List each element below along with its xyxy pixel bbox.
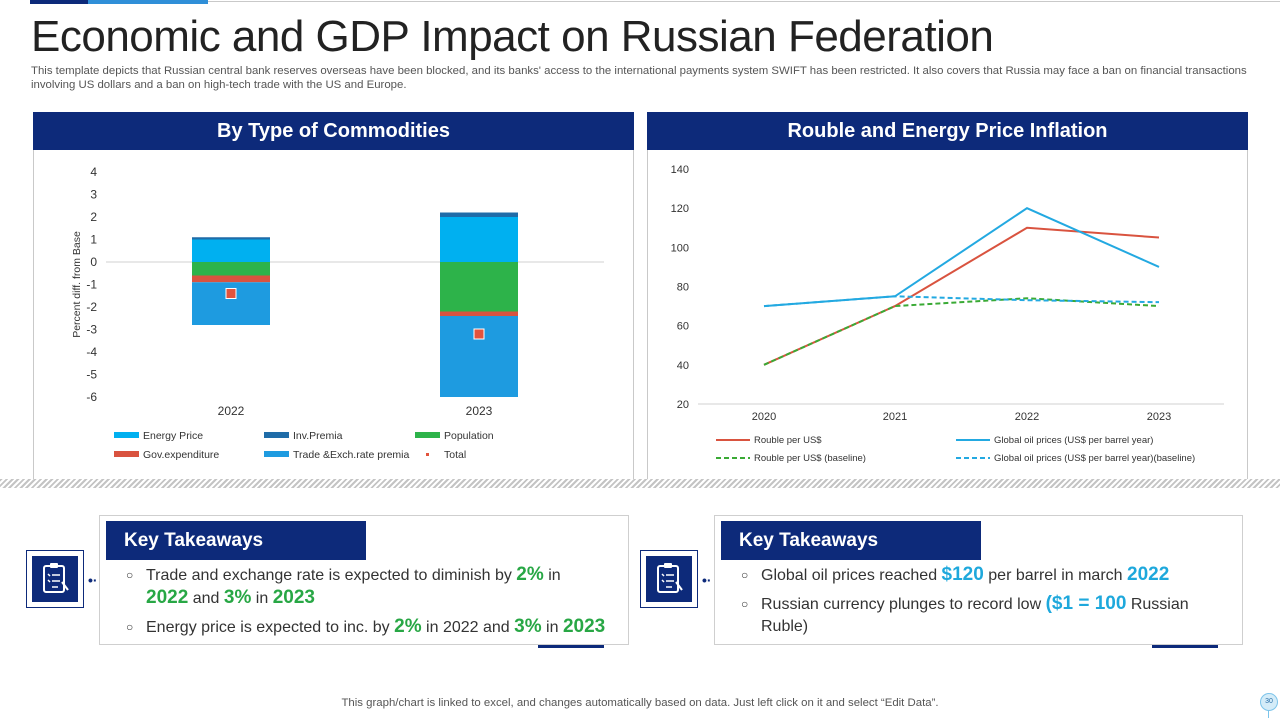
y-tick-label: -1 [86,278,97,292]
y-tick-label: 120 [671,203,689,215]
legend-swatch [264,451,289,457]
x-tick-label: 2023 [1147,411,1171,423]
takeaways-card-right: Key Takeaways Global oil prices reached … [714,515,1243,648]
legend-swatch [264,432,289,438]
legend-swatch [114,451,139,457]
series-line-rouble-per-us-baseline- [763,297,1160,366]
x-tick-label: 2020 [752,411,776,423]
y-tick-label: 40 [677,360,689,372]
y-tick-label: 3 [90,188,97,202]
series-line-rouble-per-us- [763,226,1160,366]
takeaways-right-header: Key Takeaways [721,521,981,560]
commodities-panel: By Type of Commodities 4 3 2 1 0 -1 -2 -3 -4 -5 -6… [33,112,634,480]
x-tick-label: 2022 [1015,411,1039,423]
legend-swatch [415,432,440,438]
legend-label: Rouble per US$ [754,435,822,446]
page-title: Economic and GDP Impact on Russian Feder… [31,12,994,61]
y-tick-label: 1 [90,233,97,247]
bar-segment-gov-expenditure-2023 [440,311,518,316]
legend-label: Total [444,449,466,461]
bar-segment-energy-price-2023 [440,217,518,262]
y-tick-label: -3 [86,323,97,337]
legend-label: Rouble per US$ (baseline) [754,453,866,464]
clipboard-checklist-icon [26,550,84,608]
legend-label: Energy Price [143,430,203,442]
y-axis-label: Percent diff. from Base [71,231,83,338]
y-tick-label: 140 [671,164,689,176]
bar-segment-trade-exch-rate-premia-2023 [440,316,518,397]
footer-note: This graph/chart is linked to excel, and… [341,697,939,709]
commodities-bar-chart[interactable]: 4 3 2 1 0 -1 -2 -3 -4 -5 -6 Percent diff. from Base… [34,150,633,479]
takeaway-right-2: Russian currency plunges to record low (… [741,593,1232,638]
total-marker-2022 [225,288,237,299]
connector-dot: •· [702,572,712,588]
legend-label: Trade &Exch.rate premia [293,449,409,461]
bar-segment-gov-expenditure-2022 [192,275,270,283]
takeaway-left-2: Energy price is expected to inc. by 2% i… [126,616,618,639]
page-number: 30 [1260,693,1278,711]
legend-label: Population [444,430,494,442]
y-tick-label: 0 [90,255,97,269]
connector-dot: •· [88,572,98,588]
legend-label: Global oil prices (US$ per barrel year) [994,435,1153,446]
page-subtitle: This template depicts that Russian centr… [31,65,1247,91]
takeaways-left-header: Key Takeaways [106,521,366,560]
x-tick-label: 2023 [466,404,493,418]
card-accent-right [1152,645,1218,648]
bar-segment-inv-premia-2023 [440,212,518,217]
y-tick-label: 100 [671,242,689,254]
legend-label: Gov.expenditure [143,449,219,461]
total-marker-2023 [473,328,485,340]
x-tick-label: 2021 [883,411,907,423]
commodities-panel-header: By Type of Commodities [33,112,634,150]
bar-segment-population-2023 [440,262,518,312]
y-tick-label: 60 [677,321,689,333]
bar-segment-energy-price-2022 [192,239,270,262]
hatched-divider [0,479,1280,488]
y-tick-label: 80 [677,282,689,294]
y-tick-label: 20 [677,399,689,411]
y-tick-label: 4 [90,165,97,179]
y-tick-label: -4 [86,345,97,359]
x-tick-label: 2022 [218,404,245,418]
bar-segment-inv-premia-2022 [192,237,270,240]
y-tick-label: -6 [86,390,97,404]
clipboard-checklist-icon [640,550,698,608]
card-accent-left [538,645,604,648]
takeaway-right-1: Global oil prices reached $120 per barre… [741,564,1232,587]
legend-label: Global oil prices (US$ per barrel year)(… [994,453,1195,464]
top-accent-bar [0,0,1280,5]
y-tick-label: 2 [90,210,97,224]
legend-swatch-total [426,453,429,456]
inflation-panel-header: Rouble and Energy Price Inflation [647,112,1248,150]
page-number-stem [1268,710,1269,718]
legend-label: Inv.Premia [293,430,343,442]
legend-swatch [114,432,139,438]
bar-segment-population-2022 [192,262,270,276]
y-tick-label: -2 [86,300,97,314]
y-tick-label: -5 [86,368,97,382]
series-line-global-oil-prices-us-per-barrel-year- [763,207,1160,308]
takeaways-card-left: Key Takeaways Trade and exchange rate is… [99,515,629,648]
takeaway-left-1: Trade and exchange rate is expected to d… [126,564,618,610]
inflation-panel: Rouble and Energy Price Inflation 140 120… [647,112,1248,480]
series-line-global-oil-prices-us-per-barrel-year-baseline- [763,295,1160,308]
